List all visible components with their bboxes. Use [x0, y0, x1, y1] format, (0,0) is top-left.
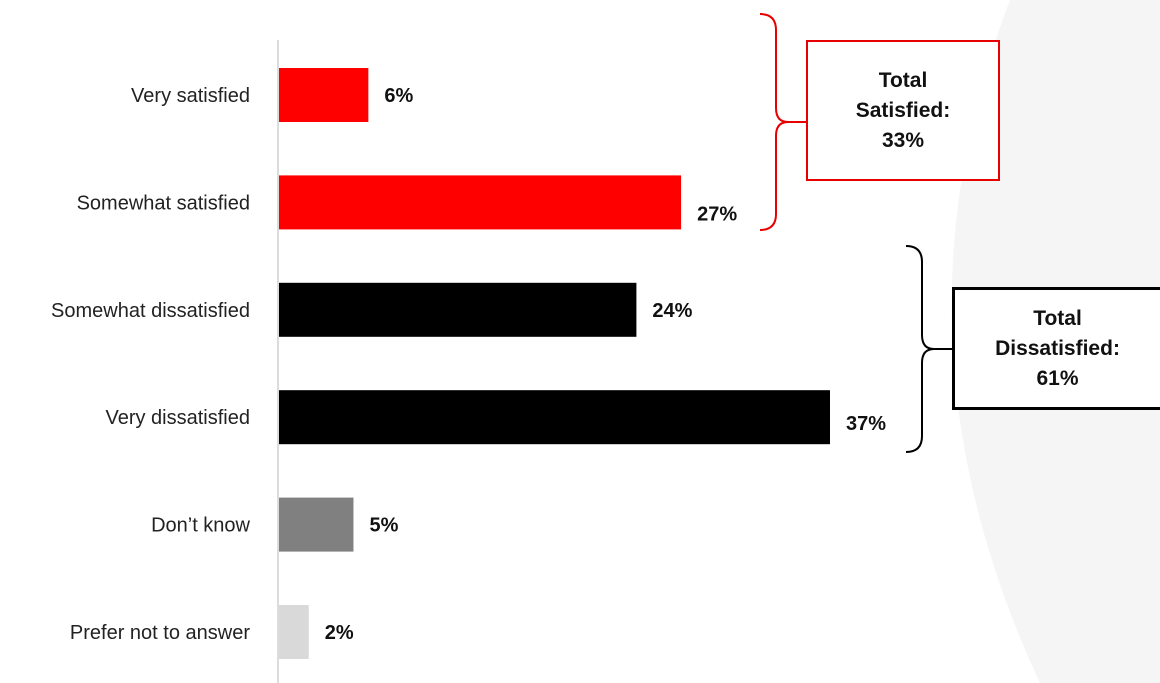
- total-dissatisfied-line-1: Total: [1033, 306, 1082, 330]
- value-labels-group: 6% 27% 24% 37% 5% 2%: [325, 85, 886, 644]
- bar-somewhat-satisfied: [279, 175, 682, 230]
- bar-somewhat-dissatisfied: [279, 282, 637, 337]
- value-label-don-t-know: 5%: [369, 515, 398, 537]
- bars-group: [279, 68, 830, 659]
- total-satisfied-bracket: [759, 13, 789, 231]
- value-label-very-dissatisfied: 37%: [846, 413, 886, 435]
- total-satisfied-box: Total Satisfied: 33%: [806, 40, 1000, 181]
- category-label-don-t-know: Don’t know: [151, 515, 250, 537]
- value-label-somewhat-satisfied: 27%: [697, 203, 737, 225]
- total-dissatisfied-line-3: 61%: [1036, 366, 1079, 390]
- bar-very-dissatisfied: [279, 390, 830, 445]
- brackets-group: [759, 13, 952, 453]
- value-label-somewhat-dissatisfied: 24%: [652, 300, 692, 322]
- value-label-prefer-not-to-answer: 2%: [325, 622, 354, 644]
- total-dissatisfied-box: Total Dissatisfied: 61%: [952, 287, 1160, 410]
- category-label-very-dissatisfied: Very dissatisfied: [105, 407, 250, 429]
- total-satisfied-line-1: Total: [878, 68, 928, 92]
- bar-prefer-not-to-answer: [279, 605, 309, 659]
- total-satisfied-line-3: 33%: [881, 128, 925, 152]
- category-label-somewhat-satisfied: Somewhat satisfied: [77, 192, 250, 214]
- total-satisfied-line-2: Satisfied:: [855, 98, 951, 122]
- bar-don-t-know: [279, 497, 354, 552]
- value-label-very-satisfied: 6%: [384, 85, 413, 107]
- category-label-prefer-not-to-answer: Prefer not to answer: [70, 622, 250, 644]
- category-label-very-satisfied: Very satisfied: [131, 85, 250, 107]
- category-labels-group: Very satisfied Somewhat satisfied Somewhat…: [51, 85, 251, 644]
- bar-very-satisfied: [279, 68, 369, 122]
- total-dissatisfied-bracket: [905, 245, 935, 453]
- total-dissatisfied-line-2: Dissatisfied:: [995, 336, 1120, 360]
- category-label-somewhat-dissatisfied: Somewhat dissatisfied: [51, 300, 250, 322]
